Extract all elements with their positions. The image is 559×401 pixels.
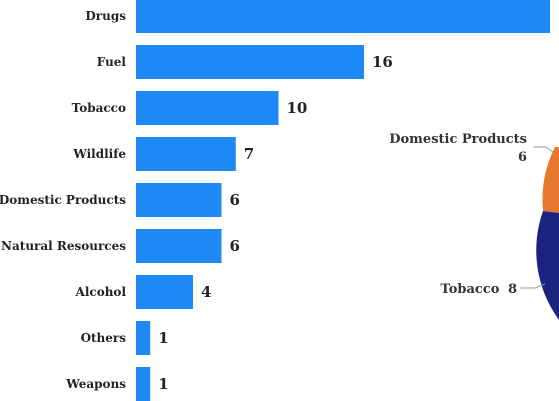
pie-slice-tobacco (536, 211, 559, 320)
bar-domestic-products (136, 183, 222, 217)
category-label-drugs: Drugs (85, 9, 126, 23)
pie-slice-domestic-products (542, 147, 559, 213)
value-label-fuel: 16 (372, 53, 393, 71)
pie-leader-tobacco (520, 284, 545, 288)
category-label-domestic-products: Domestic Products (0, 193, 126, 207)
category-label-natural-resources: Natural Resources (1, 239, 126, 253)
pie-label-tobacco: Tobacco 8 (441, 282, 517, 297)
category-label-others: Others (81, 331, 127, 345)
bar-drugs (136, 0, 550, 33)
category-label-weapons: Weapons (65, 377, 126, 391)
category-label-tobacco: Tobacco (72, 101, 126, 115)
value-label-wildlife: 7 (244, 145, 254, 163)
bar-alcohol (136, 275, 193, 309)
pie-chart: Domestic Products 6 Tobacco 8 (389, 132, 559, 320)
pie-leader-domestic-products (533, 147, 553, 152)
category-label-wildlife: Wildlife (72, 147, 126, 161)
value-label-natural-resources: 6 (230, 237, 240, 255)
pie-label-domestic-products: Domestic Products (389, 132, 527, 147)
category-label-alcohol: Alcohol (75, 285, 127, 299)
bar-wildlife (136, 137, 236, 171)
bar-natural-resources (136, 229, 222, 263)
category-label-fuel: Fuel (97, 55, 127, 69)
value-label-domestic-products: 6 (230, 191, 240, 209)
value-label-others: 1 (158, 329, 168, 347)
value-label-tobacco: 10 (287, 99, 308, 117)
bar-fuel (136, 45, 364, 79)
pie-label-tobacco-name: Tobacco (441, 282, 500, 297)
bar-others (136, 321, 150, 355)
pie-label-tobacco-value: 8 (508, 282, 517, 297)
value-label-weapons: 1 (158, 375, 168, 393)
pie-value-domestic-products: 6 (518, 150, 527, 165)
bar-tobacco (136, 91, 279, 125)
value-label-alcohol: 4 (201, 283, 211, 301)
bar-weapons (136, 367, 150, 401)
